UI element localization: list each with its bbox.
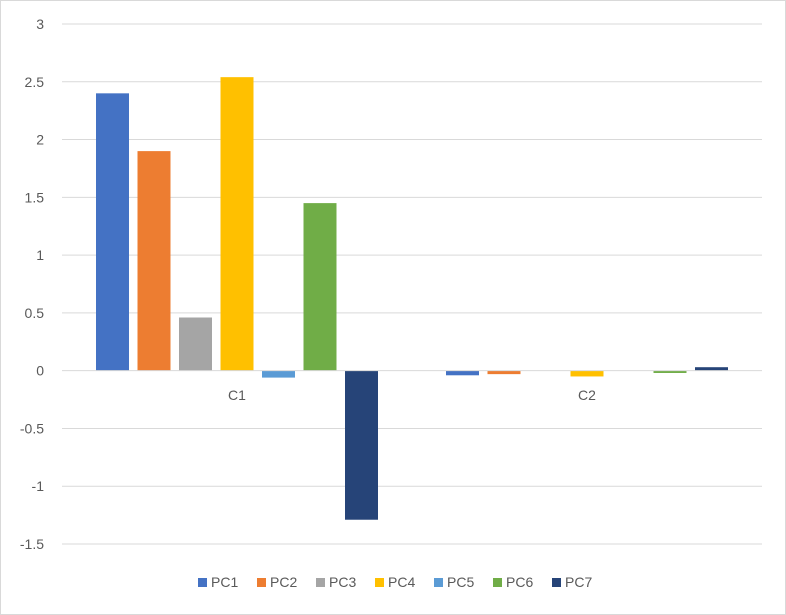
bar-pc2-c1: [137, 151, 171, 371]
legend-label-pc6: PC6: [506, 574, 533, 590]
bar-pc3-c1: [179, 317, 212, 371]
legend-label-pc5: PC5: [447, 574, 474, 590]
bar-pc5-c1: [262, 370, 295, 378]
bar-pc6-c2: [653, 370, 687, 373]
bar-pc4-c1: [220, 77, 254, 371]
bar-pc7-c2: [695, 367, 728, 371]
y-tick-label: 1.5: [25, 189, 45, 205]
legend-label-pc7: PC7: [565, 574, 592, 590]
bar-pc6-c1: [303, 203, 337, 371]
y-tick-label: 1: [36, 247, 44, 263]
y-tick-label: 2: [36, 132, 44, 148]
legend-label-pc2: PC2: [270, 574, 297, 590]
bar-pc1-c1: [96, 93, 129, 371]
legend-swatch-pc2: [257, 578, 266, 587]
y-tick-label: 0: [36, 363, 44, 379]
y-tick-label: -1: [32, 478, 45, 494]
y-tick-label: 2.5: [25, 74, 45, 90]
y-tick-label: 0.5: [25, 305, 45, 321]
x-axis-category-labels: C1 C2: [228, 387, 596, 403]
legend-swatch-pc6: [493, 578, 502, 587]
legend-swatch-pc4: [375, 578, 384, 587]
bar-pc1-c2: [446, 370, 479, 376]
legend-swatch-pc1: [198, 578, 207, 587]
bar-pc4-c2: [570, 370, 604, 377]
legend-swatch-pc3: [316, 578, 325, 587]
bar-pc2-c2: [487, 370, 521, 375]
y-tick-label: -0.5: [20, 420, 44, 436]
legend-label-pc3: PC3: [329, 574, 356, 590]
legend-swatch-pc7: [552, 578, 561, 587]
legend-label-pc1: PC1: [211, 574, 238, 590]
bars: [96, 77, 728, 520]
x-category-label: C2: [578, 387, 596, 403]
y-tick-label: 3: [36, 16, 44, 32]
legend-swatch-pc5: [434, 578, 443, 587]
x-category-label: C1: [228, 387, 246, 403]
legend-label-pc4: PC4: [388, 574, 415, 590]
gridlines: [62, 23, 762, 545]
legend: PC1 PC2 PC3 PC4 PC5 PC6 PC7: [198, 574, 592, 590]
y-tick-label: -1.5: [20, 536, 44, 552]
bar-pc7-c1: [345, 370, 378, 520]
y-axis-tick-labels: 3 2.5 2 1.5 1 0.5 0 -0.5 -1 -1.5: [20, 16, 44, 552]
